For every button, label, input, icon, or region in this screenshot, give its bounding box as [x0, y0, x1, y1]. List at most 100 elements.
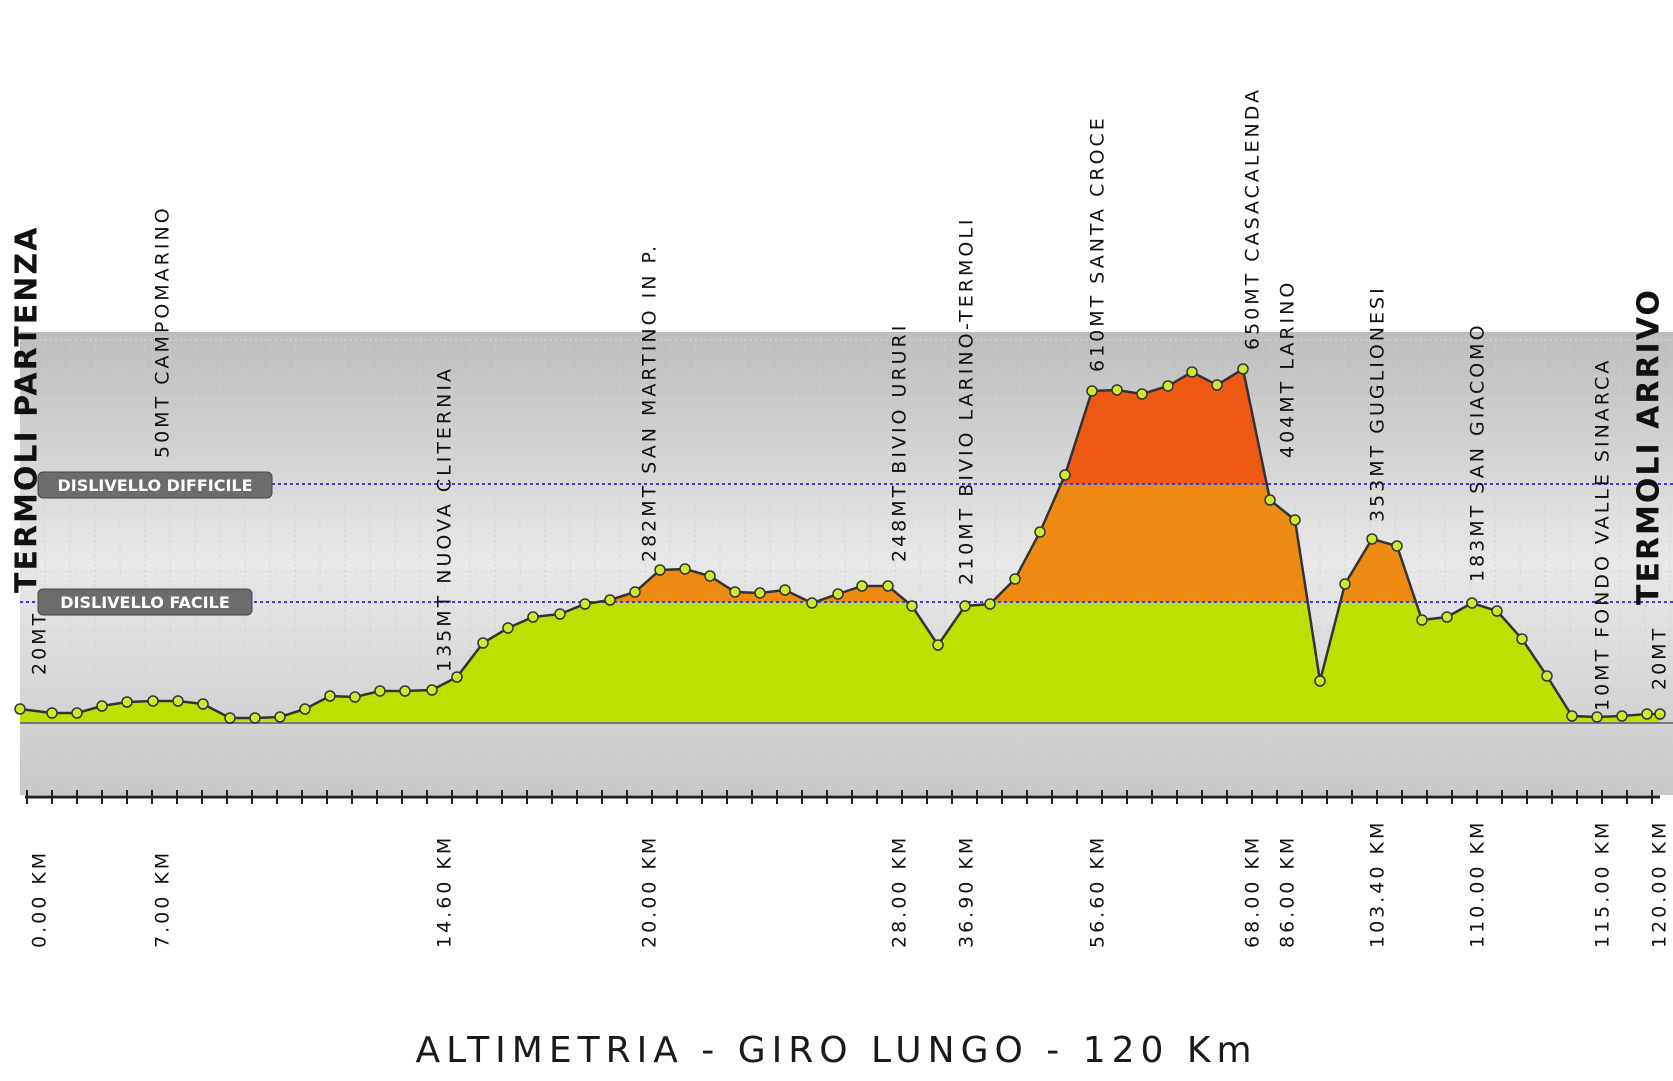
elevation-marker — [579, 598, 591, 610]
elevation-marker — [629, 586, 641, 598]
elevation-marker — [932, 639, 944, 651]
elevation-marker — [1009, 573, 1021, 585]
elevation-markers — [14, 363, 1666, 724]
waypoint-label: 20MT — [29, 611, 51, 675]
elevation-marker — [451, 671, 463, 683]
elevation-marker — [1466, 597, 1478, 609]
elevation-marker — [1059, 469, 1071, 481]
waypoint-label: 650MT CASACALENDA — [1242, 87, 1264, 350]
elevation-marker — [1086, 385, 1098, 397]
waypoint-label: 50MT CAMPOMARINO — [152, 205, 174, 458]
elevation-marker — [274, 711, 286, 723]
elevation-marker — [502, 622, 514, 634]
elevation-marker — [1641, 708, 1653, 720]
band-badge-facile: DISLIVELLO FACILE — [37, 588, 253, 616]
waypoint-name: TERMOLI PARTENZA — [10, 226, 45, 593]
elevation-marker — [906, 600, 918, 612]
elevation-marker — [1654, 708, 1666, 720]
chart-title: ALTIMETRIA - GIRO LUNGO - 120 Km — [415, 1030, 1258, 1071]
elevation-marker — [1366, 533, 1378, 545]
medium-area — [597, 484, 1416, 602]
elevation-marker — [1237, 363, 1249, 375]
elevation-marker — [1391, 540, 1403, 552]
waypoint-label: 20MT — [1649, 626, 1671, 690]
elevation-marker — [96, 700, 108, 712]
elevation-marker — [856, 580, 868, 592]
elevation-marker — [1289, 514, 1301, 526]
km-label: 115.00 KM — [1592, 820, 1614, 948]
elevation-marker — [349, 691, 361, 703]
elevation-marker — [1566, 710, 1578, 722]
elevation-marker — [1111, 384, 1123, 396]
km-label: 68.00 KM — [1242, 835, 1264, 948]
waypoint-name: TERMOLI ARRIVO — [1632, 288, 1667, 605]
elevation-marker — [1416, 614, 1428, 626]
elevation-marker — [832, 588, 844, 600]
elevation-marker — [1516, 633, 1528, 645]
elevation-marker — [477, 637, 489, 649]
km-label: 110.00 KM — [1467, 820, 1489, 948]
plot-background — [20, 332, 1673, 795]
hard-area — [1061, 369, 1267, 484]
km-label: 14.60 KM — [434, 835, 456, 948]
km-label: 120.00 KM — [1649, 820, 1671, 948]
elevation-marker — [1616, 710, 1628, 722]
waypoint-label: 353MT GUGLIONESI — [1367, 285, 1389, 522]
elevation-marker — [1339, 578, 1351, 590]
km-label: 0.00 KM — [29, 850, 51, 948]
waypoint-label: 404MT LARINO — [1277, 280, 1299, 458]
elevation-marker — [754, 587, 766, 599]
elevation-marker — [959, 600, 971, 612]
x-axis-ticks — [26, 790, 1653, 804]
km-label: 36.90 KM — [956, 835, 978, 948]
elevation-marker — [197, 698, 209, 710]
km-label: 56.60 KM — [1087, 835, 1109, 948]
waypoint-label: 135MT NUOVA CLITERNIA — [434, 366, 456, 672]
waypoint-label: 248MT BIVIO URURI — [889, 323, 911, 562]
waypoint-label: 10MT FONDO VALLE SINARCA — [1592, 358, 1614, 711]
elevation-marker — [604, 594, 616, 606]
elevation-marker — [426, 684, 438, 696]
band-badge-difficile: DISLIVELLO DIFFICILE — [37, 471, 273, 499]
elevation-marker — [1186, 366, 1198, 378]
elevation-marker — [147, 695, 159, 707]
waypoint-labels: 20MT TERMOLI PARTENZA 50MT CAMPOMARINO 135M… — [10, 87, 1671, 711]
elevation-marker — [654, 564, 666, 576]
band-label-facile: DISLIVELLO FACILE — [60, 593, 230, 612]
elevation-marker — [399, 685, 411, 697]
km-labels: 0.00 KM 7.00 KM 14.60 KM 20.00 KM 28.00 KM 36… — [29, 820, 1671, 948]
elevation-marker — [46, 707, 58, 719]
elevation-marker — [806, 597, 818, 609]
elevation-marker — [1591, 711, 1603, 723]
km-label: 7.00 KM — [152, 850, 174, 948]
elevation-marker — [1034, 526, 1046, 538]
elevation-marker — [729, 586, 741, 598]
elevation-marker — [1491, 605, 1503, 617]
elevation-marker — [1441, 611, 1453, 623]
elevation-marker — [1162, 380, 1174, 392]
elevation-marker — [224, 712, 236, 724]
elevation-marker — [1264, 494, 1276, 506]
elevation-marker — [779, 584, 791, 596]
elevation-marker — [1211, 379, 1223, 391]
km-label: 103.40 KM — [1367, 820, 1389, 948]
waypoint-label: 610MT SANTA CROCE — [1087, 115, 1109, 372]
km-label: 86.00 KM — [1277, 835, 1299, 948]
elevation-marker — [374, 685, 386, 697]
elevation-marker — [527, 611, 539, 623]
elevation-marker — [324, 690, 336, 702]
elevation-marker — [172, 695, 184, 707]
elevation-marker — [984, 598, 996, 610]
elevation-marker — [121, 696, 133, 708]
elevation-marker — [704, 570, 716, 582]
elevation-marker — [1314, 675, 1326, 687]
elevation-marker — [1136, 388, 1148, 400]
elevation-marker — [679, 563, 691, 575]
waypoint-label: 282MT SAN MARTINO IN P. — [639, 243, 661, 562]
elevation-marker — [882, 580, 894, 592]
band-label-difficile: DISLIVELLO DIFFICILE — [57, 476, 252, 495]
waypoint-label: 183MT SAN GIACOMO — [1467, 322, 1489, 582]
elevation-marker — [1541, 670, 1553, 682]
km-label: 20.00 KM — [639, 835, 661, 948]
